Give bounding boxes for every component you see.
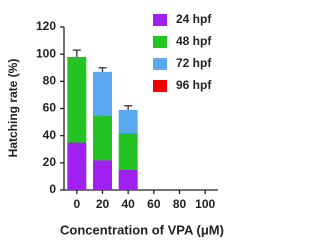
- y-tick-label: 0: [49, 182, 56, 196]
- error-bar: [98, 67, 107, 72]
- y-tick-label: 120: [36, 19, 56, 33]
- bar-segment: [67, 56, 87, 143]
- y-tick-label: 20: [43, 155, 57, 169]
- legend-swatch: [153, 58, 167, 70]
- error-bar: [72, 49, 81, 57]
- chart: Hatching rate (%) Concentration of VPA (…: [6, 12, 224, 237]
- y-tick-label: 100: [36, 46, 56, 60]
- x-tick-label: 0: [73, 197, 80, 211]
- x-tick-label: 100: [195, 197, 215, 211]
- legend-label: 96 hpf: [176, 78, 212, 92]
- x-tick-label: 40: [121, 197, 135, 211]
- y-axis-label: Hatching rate (%): [6, 59, 20, 158]
- legend-label: 48 hpf: [176, 34, 212, 48]
- x-axis-label: Concentration of VPA (μM): [60, 222, 224, 237]
- bar-segment: [118, 132, 138, 170]
- x-tick-label: 80: [173, 197, 187, 211]
- legend-swatch: [153, 80, 167, 92]
- legend-label: 24 hpf: [176, 12, 212, 26]
- bar-segment: [93, 160, 112, 190]
- y-tick-label: 60: [43, 101, 57, 115]
- bar-segment: [93, 71, 112, 116]
- bar-segment: [118, 169, 138, 190]
- bar-segment: [118, 109, 138, 133]
- y-tick-label: 80: [43, 74, 57, 88]
- legend-swatch: [153, 14, 167, 26]
- error-bar: [124, 105, 133, 110]
- legend-label: 72 hpf: [176, 56, 212, 70]
- y-tick-label: 40: [43, 128, 57, 142]
- x-tick-label: 60: [147, 197, 161, 211]
- legend-swatch: [153, 36, 167, 48]
- bar-segment: [93, 115, 112, 161]
- x-tick-label: 20: [96, 197, 110, 211]
- bar-segment: [67, 142, 87, 190]
